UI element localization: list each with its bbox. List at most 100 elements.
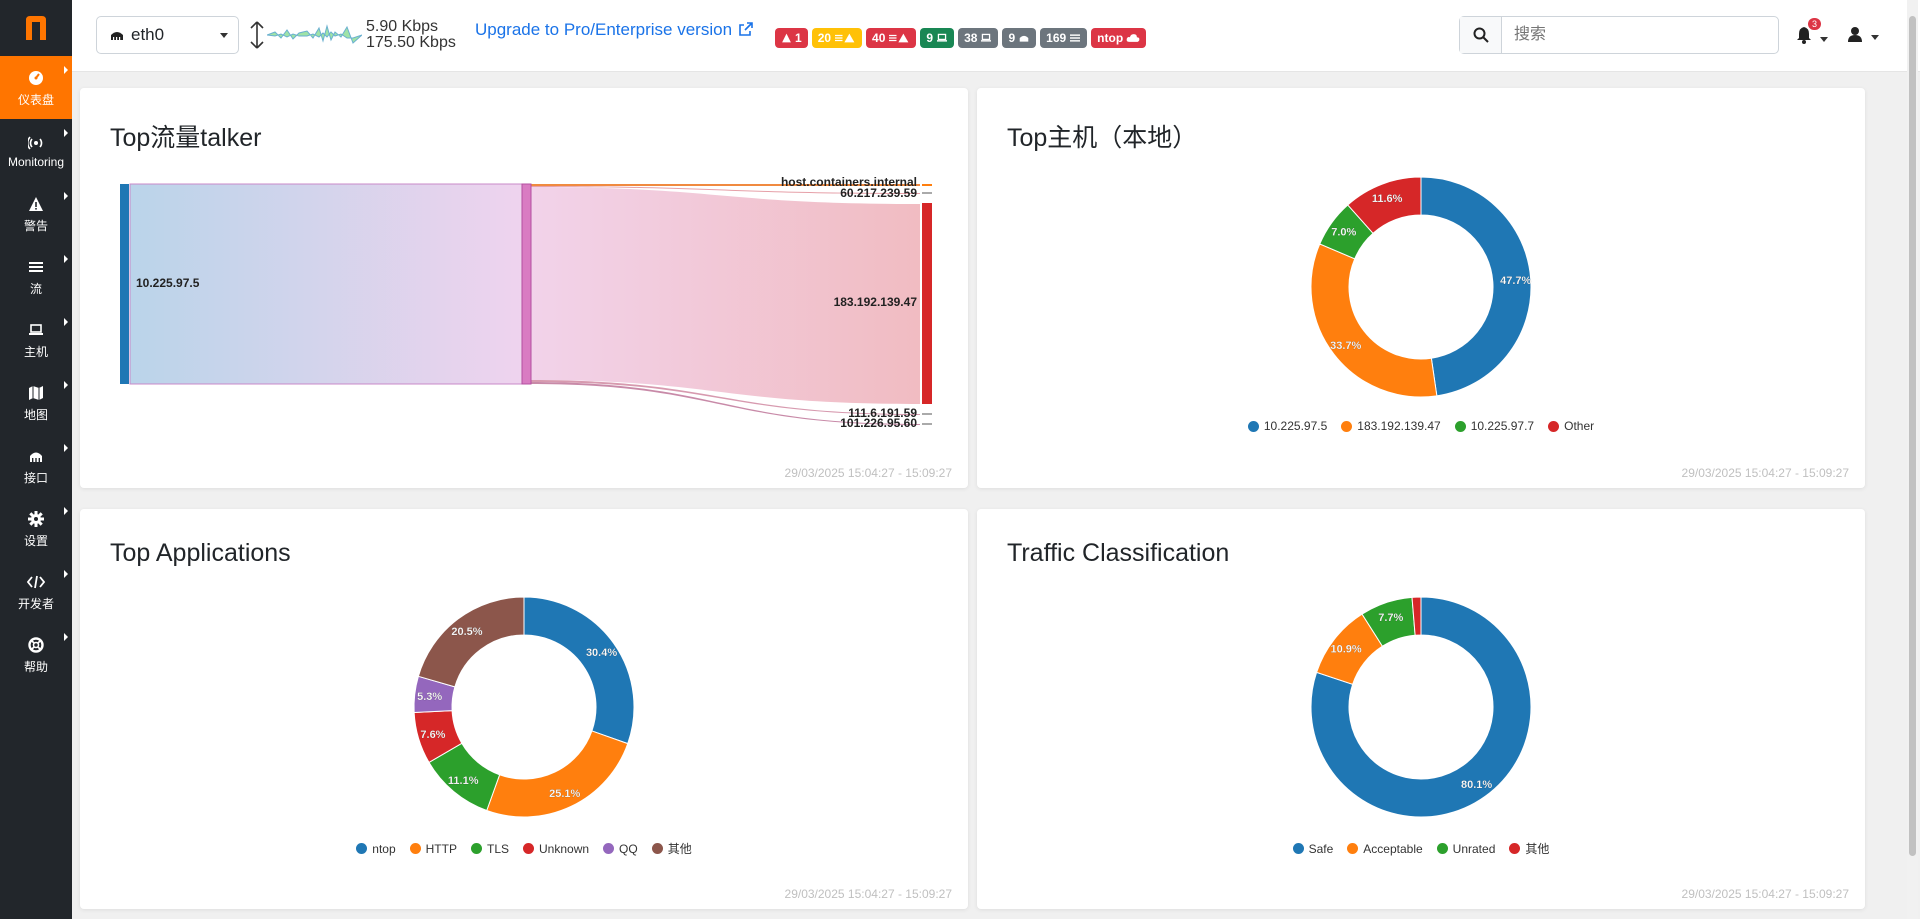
- legend-label: QQ: [619, 841, 638, 856]
- donut-slice-1[interactable]: [486, 730, 629, 818]
- ntop-logo[interactable]: [0, 0, 72, 56]
- legend-item[interactable]: ntop: [356, 842, 396, 856]
- sidebar-item-label: 地图: [23, 407, 48, 422]
- sankey-label-host: host.containers.internal: [781, 175, 917, 189]
- sidebar-item-6[interactable]: 接口: [0, 434, 72, 497]
- top-talkers-title: Top流量talker: [110, 124, 262, 152]
- sankey-link-host-containers[interactable]: [529, 184, 920, 186]
- sankey-node-60[interactable]: [922, 192, 932, 194]
- legend-item[interactable]: 10.225.97.7: [1454, 419, 1534, 433]
- status-badge[interactable]: 20: [811, 28, 863, 48]
- legend-dot: [356, 843, 368, 854]
- legend-dot: [1509, 843, 1521, 854]
- sankey-node-middle[interactable]: [521, 183, 532, 385]
- interface-icon: [26, 446, 46, 466]
- scrollbar-thumb[interactable]: [1909, 16, 1916, 856]
- sankey-node-source[interactable]: [120, 184, 129, 384]
- status-badge[interactable]: 1: [775, 28, 808, 48]
- legend-item[interactable]: 10.225.97.5: [1247, 419, 1327, 433]
- rate-down: 175.50 Kbps: [366, 34, 456, 51]
- page-scrollbar[interactable]: [1907, 0, 1918, 919]
- status-badge[interactable]: 38: [958, 28, 999, 48]
- sankey-node-101[interactable]: [922, 423, 932, 425]
- sidebar-item-5[interactable]: 地图: [0, 371, 72, 434]
- top-applications-title: Top Applications: [110, 539, 291, 567]
- sankey-node-111[interactable]: [922, 413, 932, 415]
- sidebar-item-label: 帮助: [23, 659, 48, 674]
- status-badge[interactable]: 40: [866, 28, 917, 48]
- legend-item[interactable]: Unknown: [523, 842, 589, 856]
- sidebar-item-8[interactable]: 开发者: [0, 560, 72, 623]
- flows-icon: [26, 257, 46, 277]
- interface-select[interactable]: eth0: [96, 16, 239, 54]
- badge-count: 169: [1046, 31, 1067, 45]
- legend-dot: [1436, 843, 1448, 854]
- sankey-label-101: 101.226.95.60: [840, 416, 917, 430]
- laptop-icon: [26, 320, 46, 340]
- search-input[interactable]: [1502, 17, 1778, 53]
- donut-slice-1[interactable]: [1310, 243, 1438, 398]
- legend-label: 其他: [667, 842, 692, 856]
- legend-item[interactable]: HTTP: [409, 842, 457, 856]
- caret-right-icon: [64, 192, 68, 200]
- caret-right-icon: [64, 66, 68, 74]
- legend-dot: [470, 843, 482, 854]
- donut-slice-5[interactable]: [417, 596, 525, 688]
- legend-item[interactable]: TLS: [470, 842, 509, 856]
- notifications-button[interactable]: 3: [1796, 18, 1829, 49]
- legend-item[interactable]: Acceptable: [1347, 842, 1423, 856]
- upgrade-link[interactable]: Upgrade to Pro/Enterprise version: [475, 20, 753, 40]
- donut-slice-3[interactable]: [1411, 596, 1422, 636]
- sidebar-item-0[interactable]: 仪表盘: [0, 56, 72, 119]
- sidebar-item-7[interactable]: 设置: [0, 497, 72, 560]
- help-icon: [26, 635, 46, 655]
- donut-slice-0[interactable]: [1310, 596, 1532, 818]
- legend-item[interactable]: Other: [1548, 419, 1594, 433]
- status-badge[interactable]: 9: [1002, 28, 1037, 48]
- sidebar-item-4[interactable]: 主机: [0, 308, 72, 371]
- sidebar-item-3[interactable]: 流: [0, 245, 72, 308]
- throughput-sparkline[interactable]: [247, 18, 362, 52]
- donut-slice-3[interactable]: [1347, 176, 1422, 234]
- legend-item[interactable]: 其他: [651, 840, 692, 857]
- legend-item[interactable]: 其他: [1509, 840, 1549, 857]
- notification-count: 3: [1808, 18, 1822, 30]
- sankey-label-183: 183.192.139.47: [834, 295, 918, 309]
- sidebar-item-1[interactable]: Monitoring: [0, 119, 72, 182]
- cloud-icon: [1126, 33, 1140, 43]
- legend-dot: [1347, 843, 1359, 854]
- sidebar-item-label: 接口: [23, 470, 48, 485]
- status-badge[interactable]: 169: [1040, 28, 1088, 48]
- top-hosts-timestamp: 29/03/2025 15:04:27 - 15:09:27: [1681, 466, 1849, 480]
- flows-icon: [1069, 33, 1081, 43]
- sankey-link-source[interactable]: [129, 183, 531, 385]
- badge-count: 20: [817, 31, 832, 45]
- badge-count: ntop: [1097, 31, 1124, 45]
- legend-item[interactable]: Unrated: [1436, 842, 1495, 856]
- sidebar-item-label: 开发者: [17, 596, 54, 611]
- legend-item[interactable]: QQ: [603, 842, 638, 856]
- upgrade-label: Upgrade to Pro/Enterprise version: [475, 20, 733, 39]
- user-menu[interactable]: [1847, 26, 1880, 47]
- sidebar-item-2[interactable]: 警告: [0, 182, 72, 245]
- status-badge[interactable]: 9: [920, 28, 955, 48]
- status-badge[interactable]: ntop: [1091, 28, 1147, 48]
- sankey-node-host[interactable]: [922, 184, 932, 186]
- sidebar-item-label: 主机: [23, 344, 48, 359]
- sankey-node-183[interactable]: [922, 203, 932, 404]
- ntop-logo-icon: [26, 16, 46, 40]
- flows-alert-icon: [834, 33, 856, 43]
- donut-slice-0[interactable]: [523, 596, 635, 745]
- legend-item[interactable]: Safe: [1292, 842, 1333, 856]
- sankey-link-183[interactable]: [529, 187, 920, 404]
- donut-label-1: 33.7%: [1330, 340, 1361, 352]
- legend-item[interactable]: 183.192.139.47: [1341, 419, 1441, 433]
- search-button[interactable]: [1460, 17, 1502, 53]
- legend-dot: [523, 843, 534, 854]
- top-hosts-legend: 10.225.97.5 183.192.139.47 10.225.97.7 Othe…: [1247, 419, 1594, 433]
- caret-right-icon: [64, 507, 68, 515]
- sidebar-item-9[interactable]: 帮助: [0, 623, 72, 686]
- external-link-icon: [738, 22, 753, 36]
- donut-slice-0[interactable]: [1420, 176, 1532, 397]
- sankey-link-60[interactable]: [529, 186, 920, 194]
